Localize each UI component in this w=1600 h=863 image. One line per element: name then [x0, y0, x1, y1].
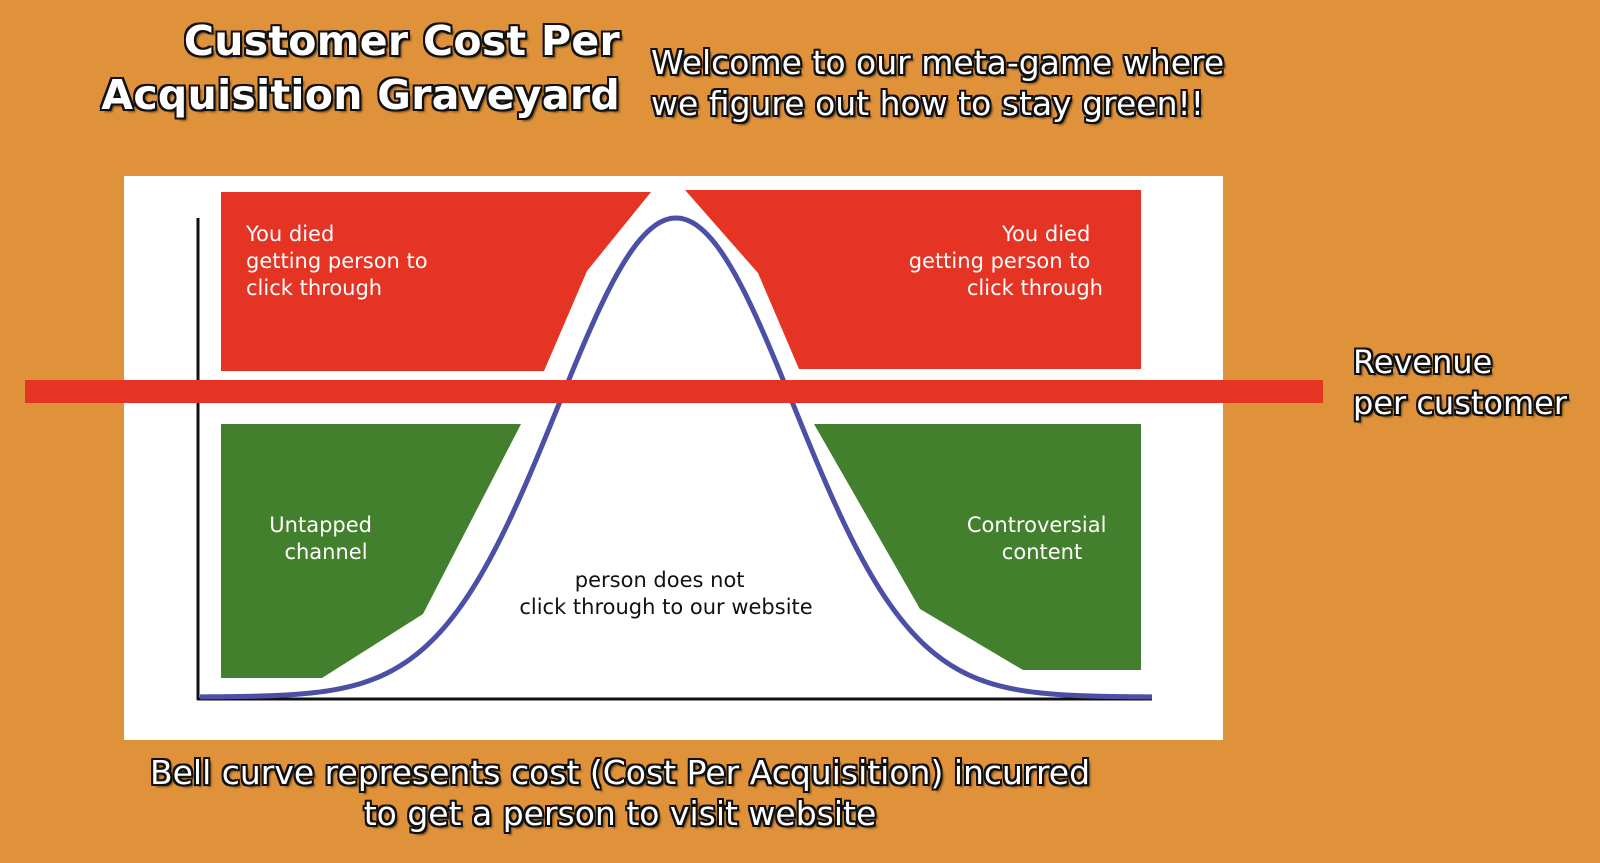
- zone-label-center: person does not click through to our web…: [519, 568, 812, 619]
- zone-label-bottom-right: Controversial content: [967, 513, 1113, 564]
- profit-zone-bottom-left: [221, 424, 521, 678]
- diagram-caption: Bell curve represents cost (Cost Per Acq…: [149, 753, 1091, 833]
- zone-label-bottom-left: Untapped channel: [269, 513, 378, 564]
- revenue-per-customer-label: Revenue per customer: [1353, 343, 1568, 422]
- profit-zone-bottom-right: [814, 424, 1141, 670]
- loss-zone-top-right: [685, 190, 1141, 369]
- loss-zone-top-left: [221, 192, 651, 371]
- zone-label-top-right: You died getting person to click through: [909, 222, 1103, 300]
- bell-curve: [199, 215, 1153, 700]
- diagram-subtitle: Welcome to our meta-game where we figure…: [651, 43, 1225, 123]
- revenue-line: [25, 380, 1323, 403]
- zone-label-top-left: You died getting person to click through: [245, 222, 434, 300]
- diagram-title: Customer Cost Per Acquisition Graveyard: [101, 17, 620, 119]
